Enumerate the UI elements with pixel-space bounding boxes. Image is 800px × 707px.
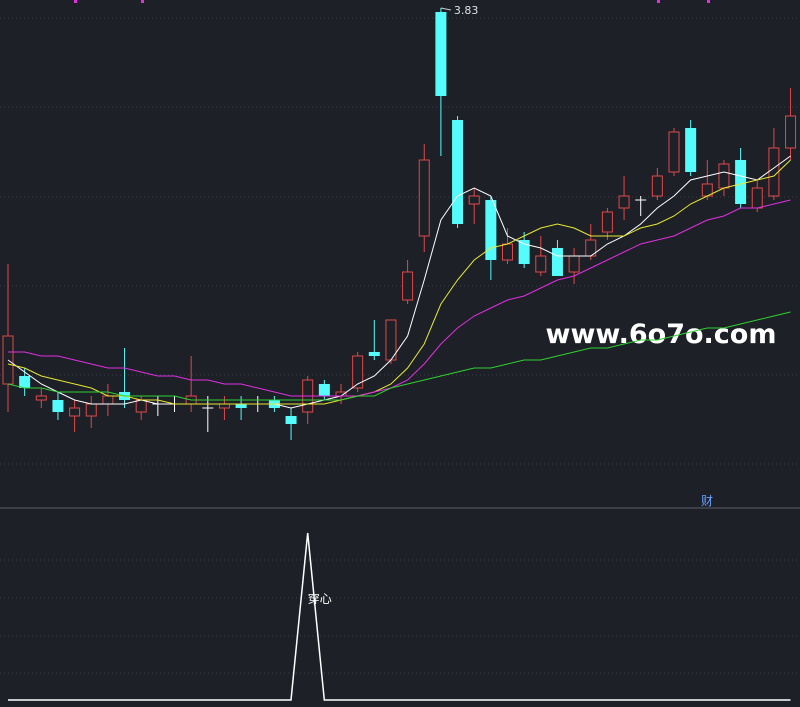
candle-body — [102, 395, 114, 405]
candle-body — [568, 255, 580, 273]
candle-body — [618, 195, 630, 209]
candle-body — [468, 195, 480, 205]
indicator-annotation: 穿心 — [308, 591, 332, 606]
candle-body — [751, 187, 763, 209]
dot — [707, 0, 710, 3]
candle-body — [502, 243, 513, 261]
candle-body — [19, 376, 31, 388]
candle-body — [69, 407, 81, 417]
candle-body — [601, 211, 613, 233]
candle-body — [52, 400, 64, 412]
candle-body — [452, 120, 464, 224]
candle-body — [685, 128, 697, 172]
candle-body — [785, 115, 797, 149]
candle-body — [435, 12, 447, 96]
candle-body — [385, 319, 397, 361]
candle-body — [518, 240, 530, 264]
dot — [657, 0, 660, 3]
high-pointer — [440, 7, 451, 11]
candle-body — [135, 399, 147, 413]
line — [7, 311, 791, 401]
candle-body — [735, 160, 747, 204]
line — [7, 159, 791, 405]
line — [8, 532, 791, 701]
candle-body — [2, 335, 14, 385]
candle-body — [352, 355, 364, 389]
candle-body — [651, 175, 663, 197]
candle-body — [718, 163, 730, 189]
top-dots — [74, 0, 710, 3]
candle-body — [485, 200, 497, 260]
candle-body — [318, 384, 330, 396]
sub-grid — [0, 559, 800, 674]
candle-body — [535, 255, 547, 273]
candle-body — [85, 403, 97, 417]
candle-body — [35, 395, 47, 401]
high-label: 3.83 — [454, 4, 479, 17]
line — [8, 199, 791, 397]
candle-body — [218, 403, 230, 409]
candle-body — [418, 159, 430, 237]
dot — [74, 0, 77, 3]
dot — [141, 0, 144, 3]
candle-body — [368, 352, 380, 356]
candle-body — [668, 131, 680, 173]
line — [7, 155, 791, 409]
candle-body — [285, 416, 297, 424]
candle-body — [402, 271, 414, 301]
candle-body — [551, 248, 563, 276]
candle-body — [235, 404, 247, 408]
annotation: 财 — [701, 494, 713, 508]
